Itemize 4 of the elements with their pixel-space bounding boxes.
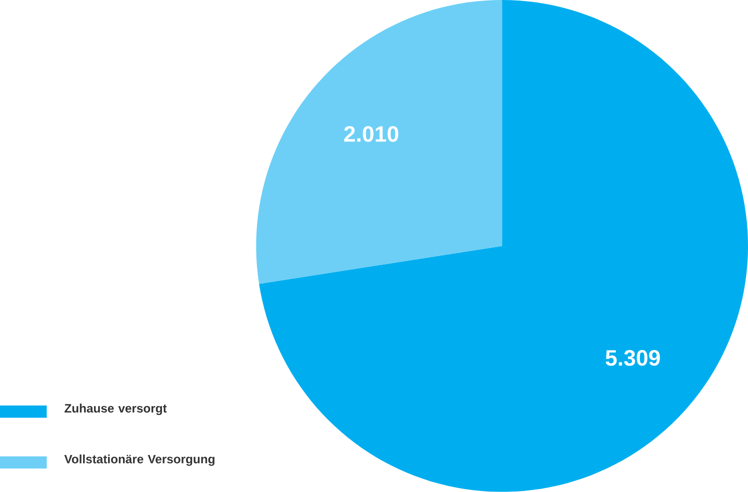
legend-label: Vollstationäre Versorgung — [64, 454, 214, 466]
data-label: 5.309 — [606, 350, 660, 366]
data-label: 2.010 — [344, 126, 398, 142]
legend-label: Zuhause versorgt — [64, 404, 167, 416]
